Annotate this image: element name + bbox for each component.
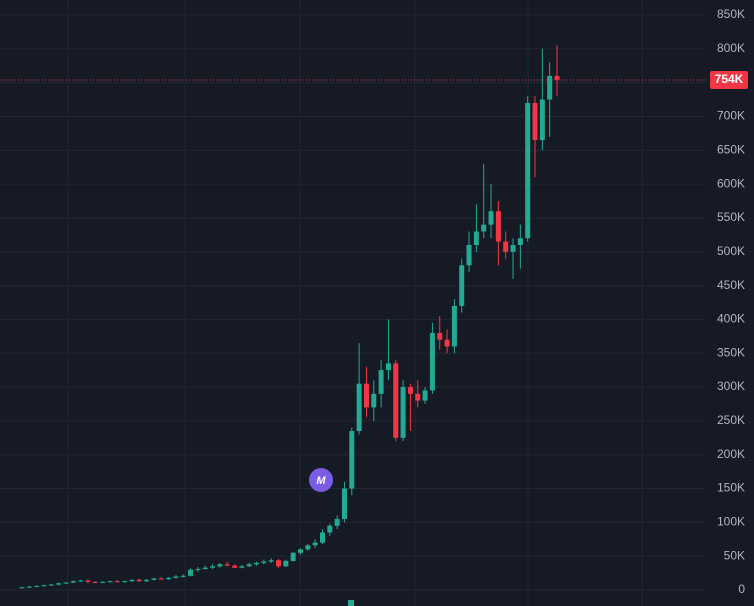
candle-body xyxy=(517,238,523,245)
candle-body xyxy=(107,581,113,583)
y-tick-label: 800K xyxy=(717,41,745,55)
y-tick-label: 250K xyxy=(717,413,745,427)
candle-body xyxy=(481,224,487,232)
candle-body xyxy=(151,578,157,580)
candle-body xyxy=(356,383,362,432)
candle-body xyxy=(261,561,267,563)
candle-body xyxy=(459,265,465,306)
y-tick-label: 350K xyxy=(717,345,745,359)
candle-body xyxy=(341,488,347,519)
candle-body xyxy=(85,580,91,582)
y-tick-label: 650K xyxy=(717,142,745,156)
candle-body xyxy=(510,245,516,252)
candle-body xyxy=(19,587,25,589)
candle-body xyxy=(224,564,230,566)
candle-body xyxy=(173,576,179,578)
candle-body xyxy=(305,545,311,550)
candle-body xyxy=(319,532,325,543)
y-tick-label: 50K xyxy=(724,548,745,562)
y-tick-label: 150K xyxy=(717,481,745,495)
y-tick-label: 700K xyxy=(717,109,745,123)
y-tick-label: 200K xyxy=(717,447,745,461)
candle-body xyxy=(503,241,509,252)
candle-body xyxy=(393,363,399,438)
candle-body xyxy=(166,577,172,580)
y-tick-label: 600K xyxy=(717,176,745,190)
candle-body xyxy=(232,565,238,568)
event-marker-label: M xyxy=(316,475,326,487)
candle-body xyxy=(122,581,128,583)
candle-body xyxy=(26,586,32,588)
candle-body xyxy=(180,575,186,577)
y-tick-label: 400K xyxy=(717,312,745,326)
candle-body xyxy=(268,560,274,562)
candle-body xyxy=(210,566,216,568)
candle-body xyxy=(554,75,560,80)
candle-body xyxy=(297,549,303,553)
candle-body xyxy=(246,564,252,567)
y-tick-label: 850K xyxy=(717,7,745,21)
candle-body xyxy=(488,211,494,225)
y-tick-label: 300K xyxy=(717,379,745,393)
y-tick-label: 0 xyxy=(738,582,745,596)
candle-body xyxy=(415,393,421,401)
candle-body xyxy=(422,390,428,401)
candle-body xyxy=(363,383,369,408)
candle-body xyxy=(371,393,377,408)
candle-body xyxy=(129,579,135,582)
candle-body xyxy=(239,566,245,568)
candle-body xyxy=(217,564,223,567)
candle-body xyxy=(48,584,54,586)
candle-body xyxy=(92,581,98,583)
candle-body xyxy=(41,585,47,587)
candle-body xyxy=(495,211,501,242)
candle-body xyxy=(254,562,260,565)
candle-body xyxy=(525,102,531,239)
price-label: 754K xyxy=(715,72,744,86)
candle-body xyxy=(444,339,450,347)
candle-body xyxy=(437,332,443,340)
y-tick-label: 500K xyxy=(717,244,745,258)
candle-body xyxy=(451,305,457,347)
candle-body xyxy=(34,585,40,587)
candle-body xyxy=(466,245,472,266)
y-tick-label: 550K xyxy=(717,210,745,224)
candle-body xyxy=(385,363,391,371)
price-label-bg xyxy=(710,70,748,89)
candle-body xyxy=(188,569,194,576)
candle-body xyxy=(56,583,62,585)
event-marker xyxy=(309,468,333,492)
y-tick-label: 450K xyxy=(717,278,745,292)
candle-body xyxy=(195,569,201,571)
candle-body xyxy=(136,579,142,582)
candle-body xyxy=(202,567,208,570)
candle-body xyxy=(532,102,538,141)
candle-body xyxy=(114,581,120,583)
candle-body xyxy=(334,518,340,526)
candle-body xyxy=(290,552,296,561)
candle-body xyxy=(70,581,76,583)
volume-bar xyxy=(348,600,354,606)
candle-body xyxy=(276,560,282,567)
candle-body xyxy=(327,525,333,533)
y-tick-label: 100K xyxy=(717,515,745,529)
candle-body xyxy=(429,332,435,391)
candle-body xyxy=(312,542,318,546)
candle-body xyxy=(547,75,553,100)
candle-body xyxy=(473,231,479,245)
candle-body xyxy=(158,578,164,580)
candle-body xyxy=(378,370,384,394)
candle-body xyxy=(407,387,413,394)
candle-body xyxy=(78,580,84,582)
candle-body xyxy=(349,431,355,489)
candle-body xyxy=(283,560,289,567)
candle-body xyxy=(100,581,106,583)
candle-body xyxy=(400,387,406,438)
candle-body xyxy=(63,582,69,584)
candle-body xyxy=(539,99,545,141)
candle-body xyxy=(144,579,150,582)
